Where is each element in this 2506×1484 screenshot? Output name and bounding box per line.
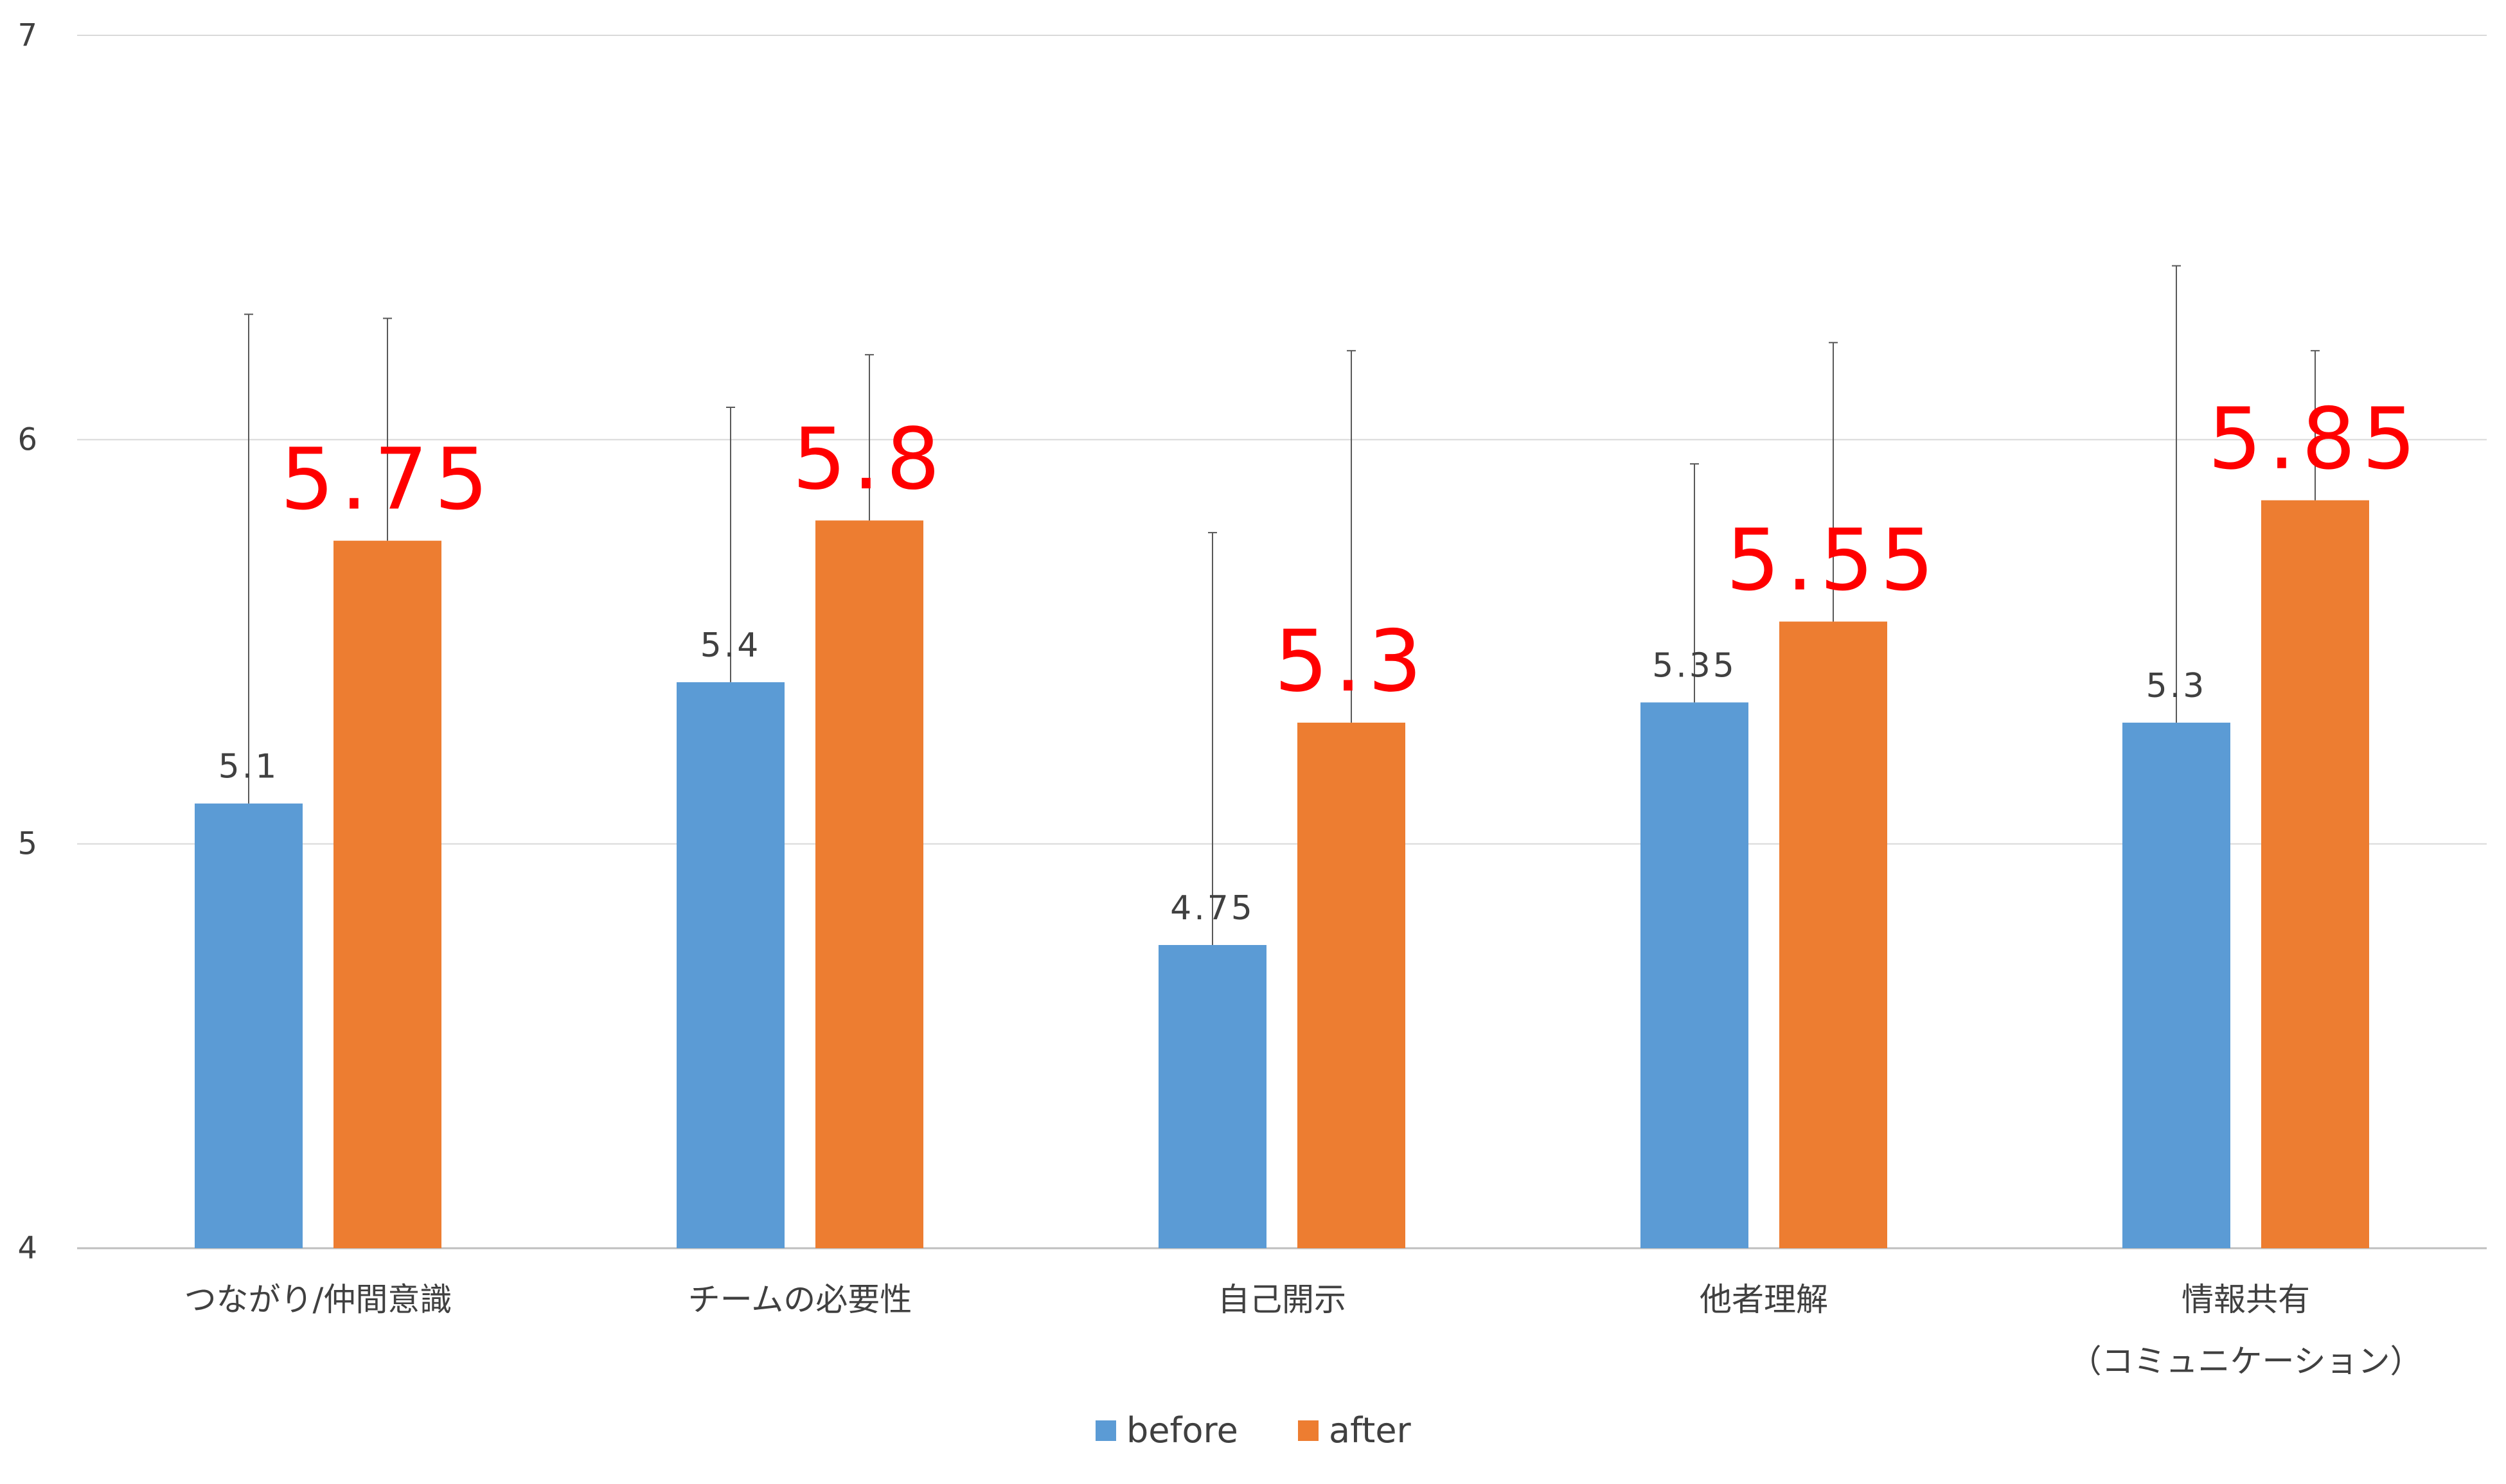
data-label-after: 5.8 [792,410,946,509]
category-label: チームの必要性 [688,1281,912,1318]
y-tick-label: 4 [17,1230,37,1266]
data-label-after: 5.85 [2208,390,2422,489]
data-label-after: 5.75 [280,430,495,529]
data-label-before: 4.75 [1170,889,1255,928]
category-label: 自己開示 [1218,1281,1346,1318]
y-tick-label: 6 [17,421,37,457]
legend-label-before: before [1126,1410,1238,1451]
y-tick-label: 7 [17,17,37,53]
legend-swatch-before [1096,1420,1116,1441]
data-label-before: 5.1 [218,748,280,786]
after-bar [333,540,441,1248]
after-bar [1779,621,1887,1248]
after-bar [2261,500,2369,1248]
after-bar [815,520,923,1249]
before-bar [1640,702,1748,1248]
y-tick-label: 5 [17,826,37,862]
legend-swatch-after [1298,1420,1319,1441]
before-bar [195,803,303,1248]
after-bar [1297,722,1405,1248]
category-label: （コミュニケーション） [2070,1343,2422,1380]
data-label-after: 5.3 [1274,612,1428,711]
before-bar [2122,722,2230,1248]
before-bar [1159,945,1266,1248]
data-label-before: 5.4 [700,626,761,665]
category-label: 他者理解 [1700,1281,1828,1318]
category-label: 情報共有 [2182,1281,2310,1318]
category-label: つながり/仲間意識 [184,1281,452,1318]
data-label-after: 5.55 [1726,511,1941,610]
data-label-before: 5.35 [1652,646,1737,685]
legend-label-after: after [1329,1410,1412,1451]
data-label-before: 5.3 [2146,667,2207,705]
before-bar [677,682,785,1248]
